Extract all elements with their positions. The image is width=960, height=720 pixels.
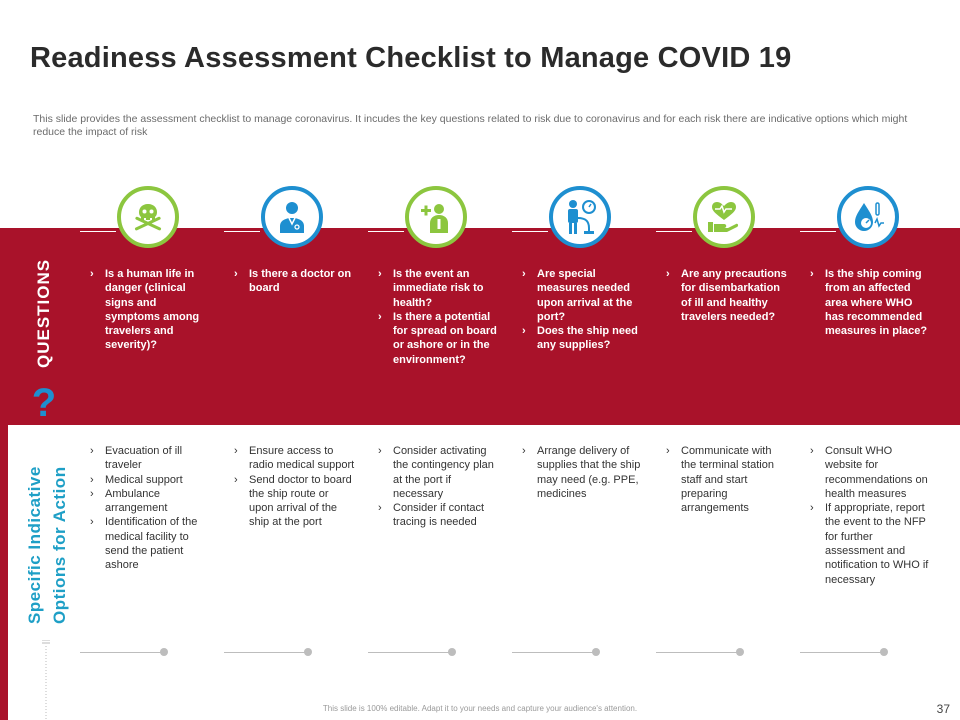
svg-text:?: ? [32,382,56,425]
questions-list: Is there a doctor on board [234,267,356,296]
icon-circle [549,186,611,248]
options-list: Consider activating the contingency plan… [378,444,500,530]
footer-note: This slide is 100% editable. Adapt it to… [322,704,638,713]
option-item: Arrange delivery of supplies that the sh… [522,444,644,501]
question-item: Is the ship coming from an affected area… [810,267,932,338]
option-item: Ensure access to radio medical support [234,444,356,473]
question-item: Is there a potential for spread on board… [378,310,500,367]
option-item: Communicate with the terminal station st… [666,444,788,515]
option-item: Evacuation of ill traveler [90,444,212,473]
icon-circle [261,186,323,248]
accent-bar [0,425,8,720]
options-list: Evacuation of ill traveler Medical suppo… [90,444,212,573]
bottom-connector [80,652,164,653]
connector-line [368,231,404,232]
connector-line [800,231,836,232]
doctor-icon [280,202,304,233]
bottom-connector [368,652,452,653]
bottom-dot [448,648,456,656]
medical-staff-icon [421,204,448,233]
option-item: Ambulance arrangement [90,487,212,516]
bottom-connector [224,652,308,653]
bottom-dot [160,648,168,656]
question-item: Is a human life in danger (clinical sign… [90,267,212,353]
question-item: Does the ship need any supplies? [522,324,644,353]
questions-list: Is the event an immediate risk to health… [378,267,500,367]
connector-line [656,231,692,232]
icon-circle [693,186,755,248]
questions-list: Is a human life in danger (clinical sign… [90,267,212,353]
question-item: Is the event an immediate risk to health… [378,267,500,310]
option-item: Medical support [90,473,212,488]
question-item: Are special measures needed upon arrival… [522,267,644,324]
question-item: Is there a doctor on board [234,267,356,296]
bottom-dot [592,648,600,656]
questions-list: Are special measures needed upon arrival… [522,267,644,353]
questions-list: Are any precautions for disembarkation o… [666,267,788,324]
heart-hand-care-icon [708,202,739,232]
options-list: Communicate with the terminal station st… [666,444,788,515]
bottom-connector [800,652,884,653]
page-number: 37 [936,702,950,716]
option-item: If appropriate, report the event to the … [810,501,932,587]
options-list: Consult WHO website for recommendations … [810,444,932,587]
icon-circle [117,186,179,248]
options-label-line-1: Specific Indicative [25,466,44,624]
questions-list: Is the ship coming from an affected area… [810,267,932,338]
bottom-connector [656,652,740,653]
page-title: Readiness Assessment Checklist to Manage… [30,42,792,74]
option-item: Identification of the medical facility t… [90,515,212,572]
option-item: Consider activating the contingency plan… [378,444,500,501]
decorative-lines [42,640,50,720]
page-subtitle: This slide provides the assessment check… [33,113,908,138]
bottom-dot [304,648,312,656]
connector-line [224,231,260,232]
connector-line [80,231,116,232]
options-list: Ensure access to radio medical support S… [234,444,356,530]
icon-circle [405,186,467,248]
option-item: Consult WHO website for recommendations … [810,444,932,501]
skull-crossbones-icon [134,204,162,231]
questions-label: QUESTIONS [34,258,53,368]
connector-line [512,231,548,232]
icon-circle [837,186,899,248]
options-label: Specific Indicative Options for Action [22,466,72,624]
blood-drop-gauge-icon [855,202,884,231]
bottom-connector [512,652,596,653]
question-mark-icon: ? [32,382,56,425]
patient-blood-pressure-icon [568,200,596,234]
bottom-dot [736,648,744,656]
option-item: Send doctor to board the ship route or u… [234,473,356,530]
question-item: Are any precautions for disembarkation o… [666,267,788,324]
option-item: Consider if contact tracing is needed [378,501,500,530]
options-list: Arrange delivery of supplies that the sh… [522,444,644,501]
options-label-line-2: Options for Action [50,466,69,624]
bottom-dot [880,648,888,656]
